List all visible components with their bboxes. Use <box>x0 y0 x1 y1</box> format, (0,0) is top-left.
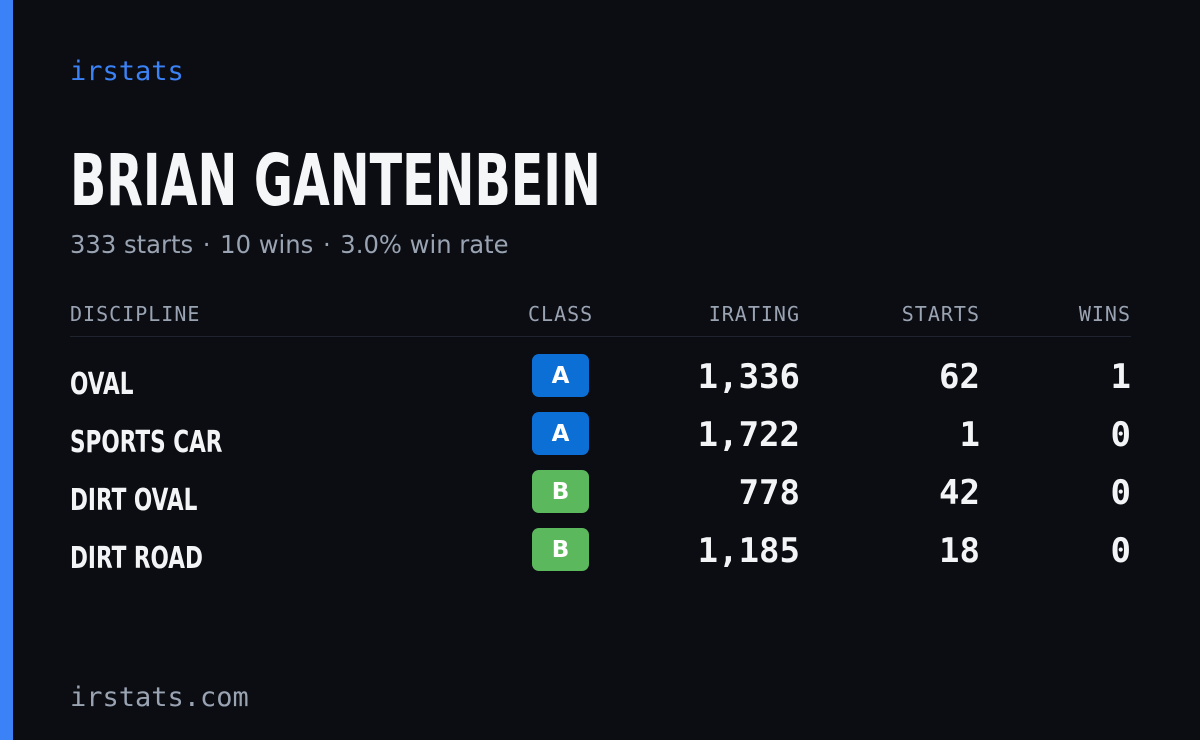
driver-name: BRIAN GANTENBEIN <box>70 140 601 223</box>
separator: · <box>322 230 331 259</box>
class-badge: A <box>532 412 589 455</box>
discipline-name: SPORTS CAR <box>70 425 223 460</box>
accent-bar <box>0 0 13 740</box>
irating-value: 778 <box>738 473 800 513</box>
wins-value: 0 <box>1110 473 1131 513</box>
header-wins: WINS <box>1078 302 1131 326</box>
table-row: SPORTS CAR A 1,722 1 0 <box>70 412 1131 470</box>
class-badge: B <box>532 528 589 571</box>
wins-value: 0 <box>1110 415 1131 455</box>
table-row: OVAL A 1,336 62 1 <box>70 354 1131 412</box>
separator: · <box>202 230 211 259</box>
header-discipline: DISCIPLINE <box>70 302 201 326</box>
wins-value: 1 <box>1110 357 1131 397</box>
table-body: OVAL A 1,336 62 1 SPORTS CAR A 1,722 1 0… <box>70 354 1131 586</box>
win-rate-summary: 3.0% win rate <box>340 230 509 259</box>
irating-value: 1,336 <box>697 357 800 397</box>
discipline-name: OVAL <box>70 367 134 402</box>
irating-value: 1,722 <box>697 415 800 455</box>
class-badge: A <box>532 354 589 397</box>
wins-summary: 10 wins <box>220 230 314 259</box>
irating-value: 1,185 <box>697 531 800 571</box>
brand-logo-text[interactable]: irstats <box>70 56 184 87</box>
starts-value: 42 <box>939 473 980 513</box>
starts-value: 18 <box>939 531 980 571</box>
starts-summary: 333 starts <box>70 230 194 259</box>
stats-table: DISCIPLINE CLASS IRATING STARTS WINS OVA… <box>70 296 1131 586</box>
table-row: DIRT OVAL B 778 42 0 <box>70 470 1131 528</box>
discipline-name: DIRT ROAD <box>70 541 203 576</box>
header-starts: STARTS <box>901 302 980 326</box>
discipline-name: DIRT OVAL <box>70 483 198 518</box>
table-header: DISCIPLINE CLASS IRATING STARTS WINS <box>70 296 1131 337</box>
starts-value: 1 <box>959 415 980 455</box>
header-class: CLASS <box>528 302 594 326</box>
class-badge: B <box>532 470 589 513</box>
footer-url[interactable]: irstats.com <box>70 682 249 713</box>
starts-value: 62 <box>939 357 980 397</box>
table-row: DIRT ROAD B 1,185 18 0 <box>70 528 1131 586</box>
header-irating: IRATING <box>708 302 800 326</box>
wins-value: 0 <box>1110 531 1131 571</box>
driver-summary: 333 starts · 10 wins · 3.0% win rate <box>70 228 509 262</box>
